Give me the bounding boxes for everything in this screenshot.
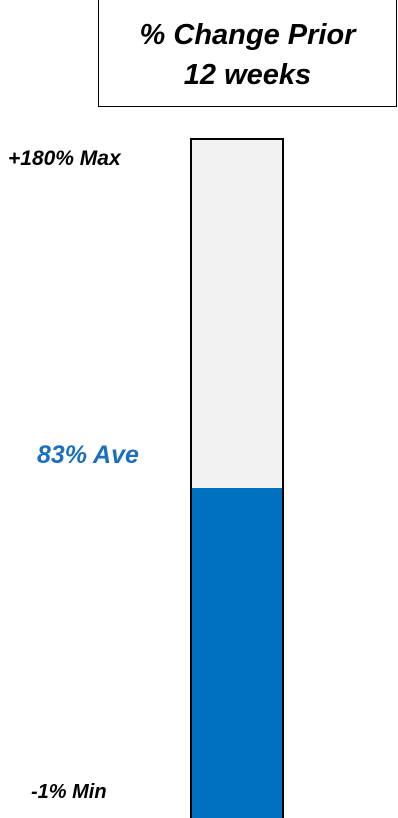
chart-title-line-2: 12 weeks [183, 58, 312, 91]
average-label: 83% Ave [37, 441, 139, 469]
chart-title-box: % Change Prior 12 weeks [98, 0, 397, 107]
gauge-track [190, 138, 284, 818]
min-label: -1% Min [31, 781, 107, 803]
max-label: +180% Max [8, 147, 121, 170]
chart-title-line-1: % Change Prior [139, 18, 356, 51]
gauge-fill-bar [192, 488, 282, 818]
